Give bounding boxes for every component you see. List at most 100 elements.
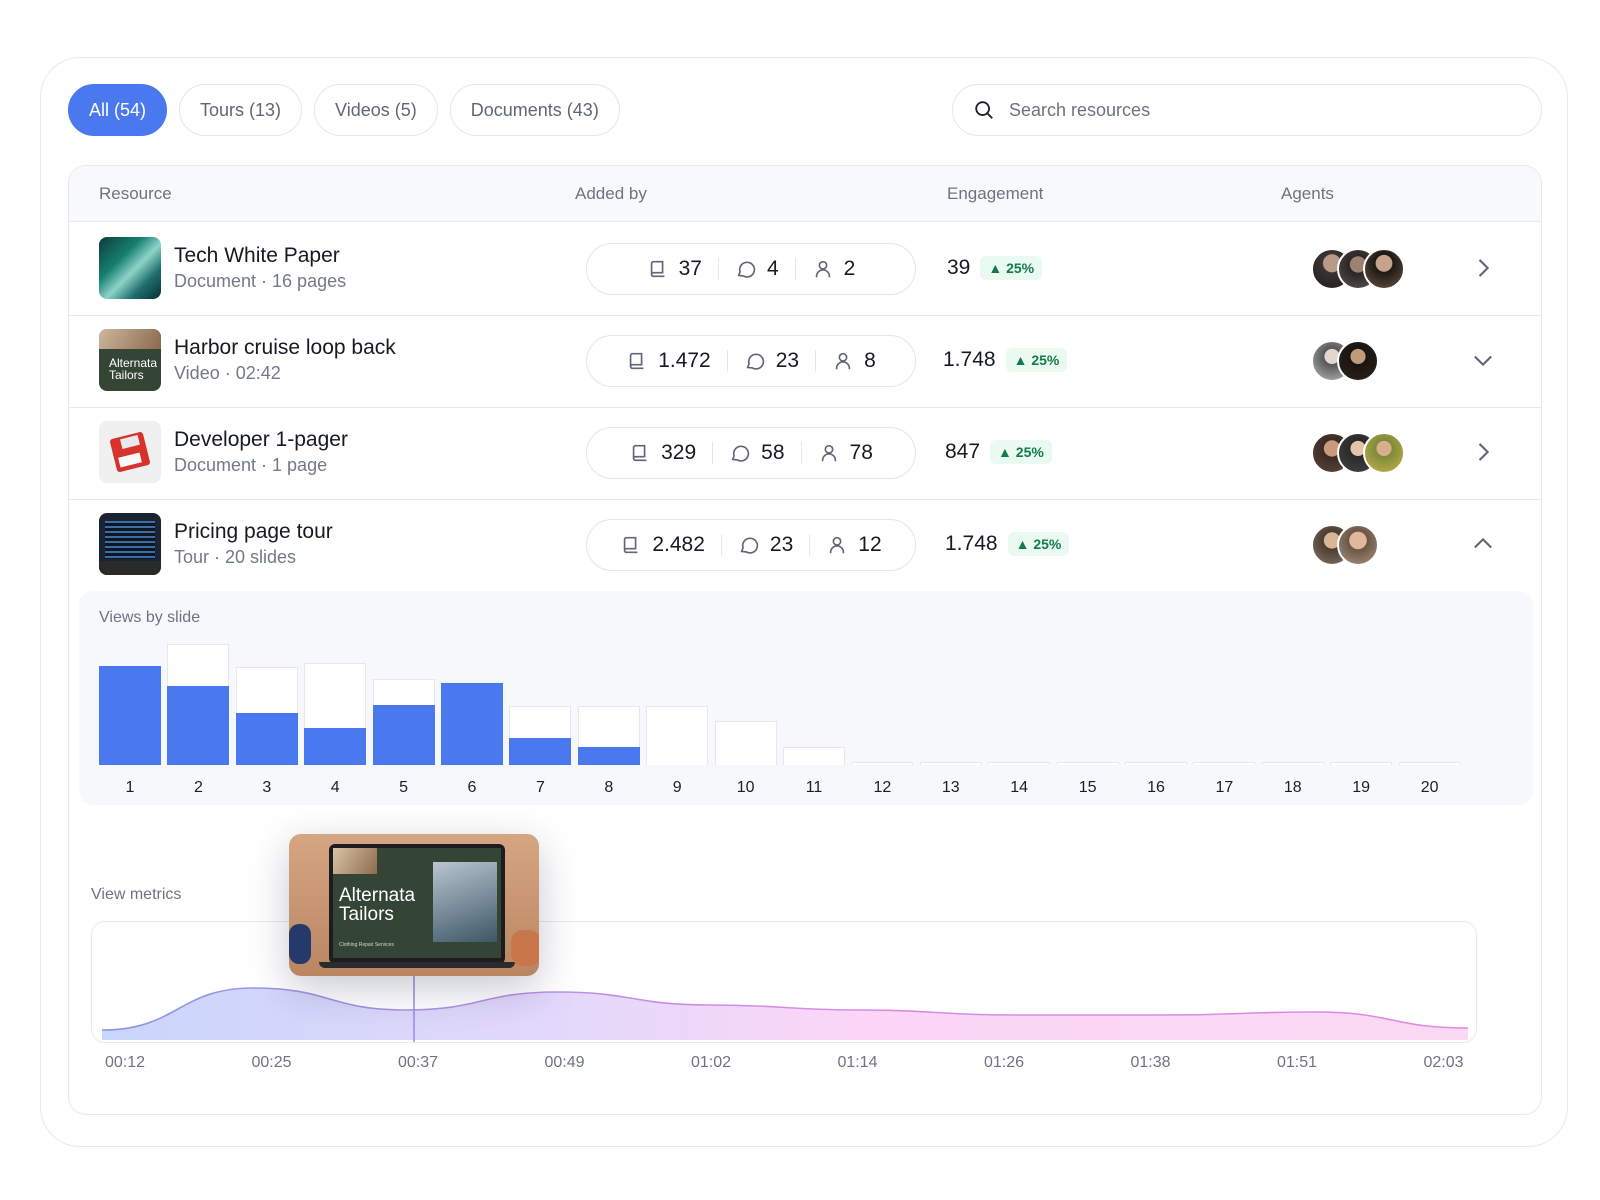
column-added-by[interactable]: Added by xyxy=(575,184,647,203)
table-row[interactable]: Tech White Paper Document · 16 pages 37 … xyxy=(69,222,1541,316)
bar-label: 3 xyxy=(262,779,272,796)
table-header: Resource Added by Engagement Agents xyxy=(69,166,1541,222)
comment-count: 58 xyxy=(761,441,785,464)
table-row[interactable]: Alternata Tailors Harbor cruise loop bac… xyxy=(69,314,1541,408)
bar-total[interactable] xyxy=(783,747,845,765)
bar-total[interactable] xyxy=(919,762,982,765)
bar-total[interactable] xyxy=(1125,762,1187,765)
bar-label: 18 xyxy=(1283,779,1302,796)
column-engagement[interactable]: Engagement xyxy=(947,184,1044,203)
chevron-right-icon[interactable] xyxy=(1469,438,1497,466)
doc-count: 1.472 xyxy=(658,349,711,372)
time-tick-label: 00:37 xyxy=(398,1054,439,1071)
bar-label: 10 xyxy=(736,779,755,796)
avatar[interactable] xyxy=(1363,432,1405,474)
bar-viewed[interactable] xyxy=(235,713,298,765)
slide-preview: Alternata Tailors Clothing Repair Servic… xyxy=(289,834,539,976)
change-badge: ▲ 25% xyxy=(980,256,1043,280)
user-count: 12 xyxy=(858,533,882,556)
avatar[interactable] xyxy=(1337,524,1379,566)
bar-label: 2 xyxy=(193,779,203,796)
view-metrics-title: View metrics xyxy=(91,886,182,903)
search-box xyxy=(952,84,1542,136)
search-input[interactable] xyxy=(1009,99,1509,121)
bar-label: 16 xyxy=(1147,779,1165,796)
bar-total[interactable] xyxy=(1261,762,1324,765)
column-agents[interactable]: Agents xyxy=(1281,184,1334,203)
added-by-stats: 2.482 23 12 xyxy=(586,519,916,571)
bar-total[interactable] xyxy=(714,721,777,765)
thumb-brand-line1: Alternata xyxy=(109,356,158,370)
bar-label: 17 xyxy=(1215,779,1234,796)
user-count: 2 xyxy=(843,257,856,280)
bar-label: 1 xyxy=(125,779,135,796)
bar-viewed[interactable] xyxy=(372,705,435,765)
user-icon xyxy=(821,444,836,462)
chevron-right-icon[interactable] xyxy=(1469,254,1497,282)
time-tick-label: 01:26 xyxy=(984,1054,1025,1071)
resource-title[interactable]: Tech White Paper xyxy=(174,244,340,267)
bar-label: 11 xyxy=(805,779,823,796)
area-line xyxy=(101,987,1469,1031)
comment-count: 23 xyxy=(775,349,800,372)
bar-viewed[interactable] xyxy=(99,665,161,765)
doc-count: 37 xyxy=(678,257,702,280)
bar-total[interactable] xyxy=(1056,762,1119,765)
engagement-value: 847 xyxy=(945,440,981,463)
user-icon xyxy=(830,536,845,554)
tab-videos[interactable]: Videos (5) xyxy=(314,84,438,136)
time-tick-label: 00:12 xyxy=(105,1054,146,1071)
bar-total[interactable] xyxy=(851,762,914,765)
bar-viewed[interactable] xyxy=(304,728,367,765)
engagement-value: 1.748 xyxy=(943,348,996,371)
resource-subtitle: Document · 16 pages xyxy=(174,271,347,291)
comment-count: 4 xyxy=(766,257,779,280)
doc-count: 329 xyxy=(661,441,697,464)
engagement: 1.748 ▲ 25% xyxy=(945,532,1070,556)
engagement-value: 39 xyxy=(947,256,971,279)
bar-label: 14 xyxy=(1010,779,1029,796)
time-tick-label: 01:14 xyxy=(837,1054,878,1071)
document-icon xyxy=(650,260,665,278)
bar-viewed[interactable] xyxy=(577,747,640,765)
column-resource[interactable]: Resource xyxy=(99,184,172,203)
bar-total[interactable] xyxy=(1330,762,1393,765)
resource-title[interactable]: Harbor cruise loop back xyxy=(174,336,396,359)
avatar[interactable] xyxy=(1337,340,1379,382)
bar-viewed[interactable] xyxy=(509,738,572,765)
doc-count: 2.482 xyxy=(652,533,705,556)
bar-total[interactable] xyxy=(646,706,709,765)
chevron-up-icon[interactable] xyxy=(1469,530,1497,558)
change-badge: ▲ 25% xyxy=(1005,348,1068,372)
bar-total[interactable] xyxy=(988,762,1051,765)
resource-subtitle: Tour · 20 slides xyxy=(174,547,297,567)
resource-title[interactable]: Pricing page tour xyxy=(174,520,333,543)
avatar[interactable] xyxy=(1363,248,1405,290)
table-row[interactable]: Pricing page tour Tour · 20 slides 2.482… xyxy=(69,498,1541,592)
bar-viewed[interactable] xyxy=(441,682,503,765)
bar-label: 5 xyxy=(399,779,409,796)
tab-all[interactable]: All (54) xyxy=(68,84,168,136)
preview-brand-line2: Tailors xyxy=(339,904,394,925)
preview-brand-line1: Alternata xyxy=(339,885,416,906)
comment-icon xyxy=(740,537,759,554)
user-count: 78 xyxy=(849,441,873,464)
time-tick-label: 01:02 xyxy=(691,1054,732,1071)
resource-title[interactable]: Developer 1-pager xyxy=(174,428,348,451)
tab-documents[interactable]: Documents (43) xyxy=(449,84,620,136)
bar-label: 7 xyxy=(535,779,545,796)
time-tick-label: 00:25 xyxy=(251,1054,292,1071)
bar-label: 19 xyxy=(1352,779,1371,796)
bar-total[interactable] xyxy=(1398,762,1461,765)
bar-total[interactable] xyxy=(1193,762,1256,765)
chevron-down-icon[interactable] xyxy=(1469,346,1497,374)
bar-viewed[interactable] xyxy=(167,685,230,765)
bar-label: 9 xyxy=(672,779,682,796)
bar-label: 13 xyxy=(941,779,960,796)
tab-tours[interactable]: Tours (13) xyxy=(179,84,303,136)
agent-avatars xyxy=(1311,524,1379,566)
area-fill xyxy=(102,988,1468,1040)
table-row[interactable]: Developer 1-pager Document · 1 page 329 … xyxy=(69,406,1541,500)
agent-avatars xyxy=(1311,248,1405,290)
comment-icon xyxy=(737,261,756,278)
